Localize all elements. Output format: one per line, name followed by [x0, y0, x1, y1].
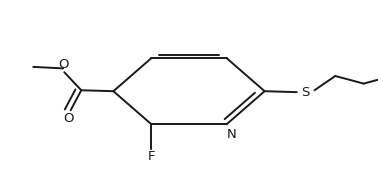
Text: F: F — [147, 150, 155, 163]
Text: N: N — [226, 128, 236, 141]
Text: O: O — [58, 59, 68, 71]
Text: O: O — [64, 112, 74, 125]
Text: S: S — [302, 86, 310, 99]
